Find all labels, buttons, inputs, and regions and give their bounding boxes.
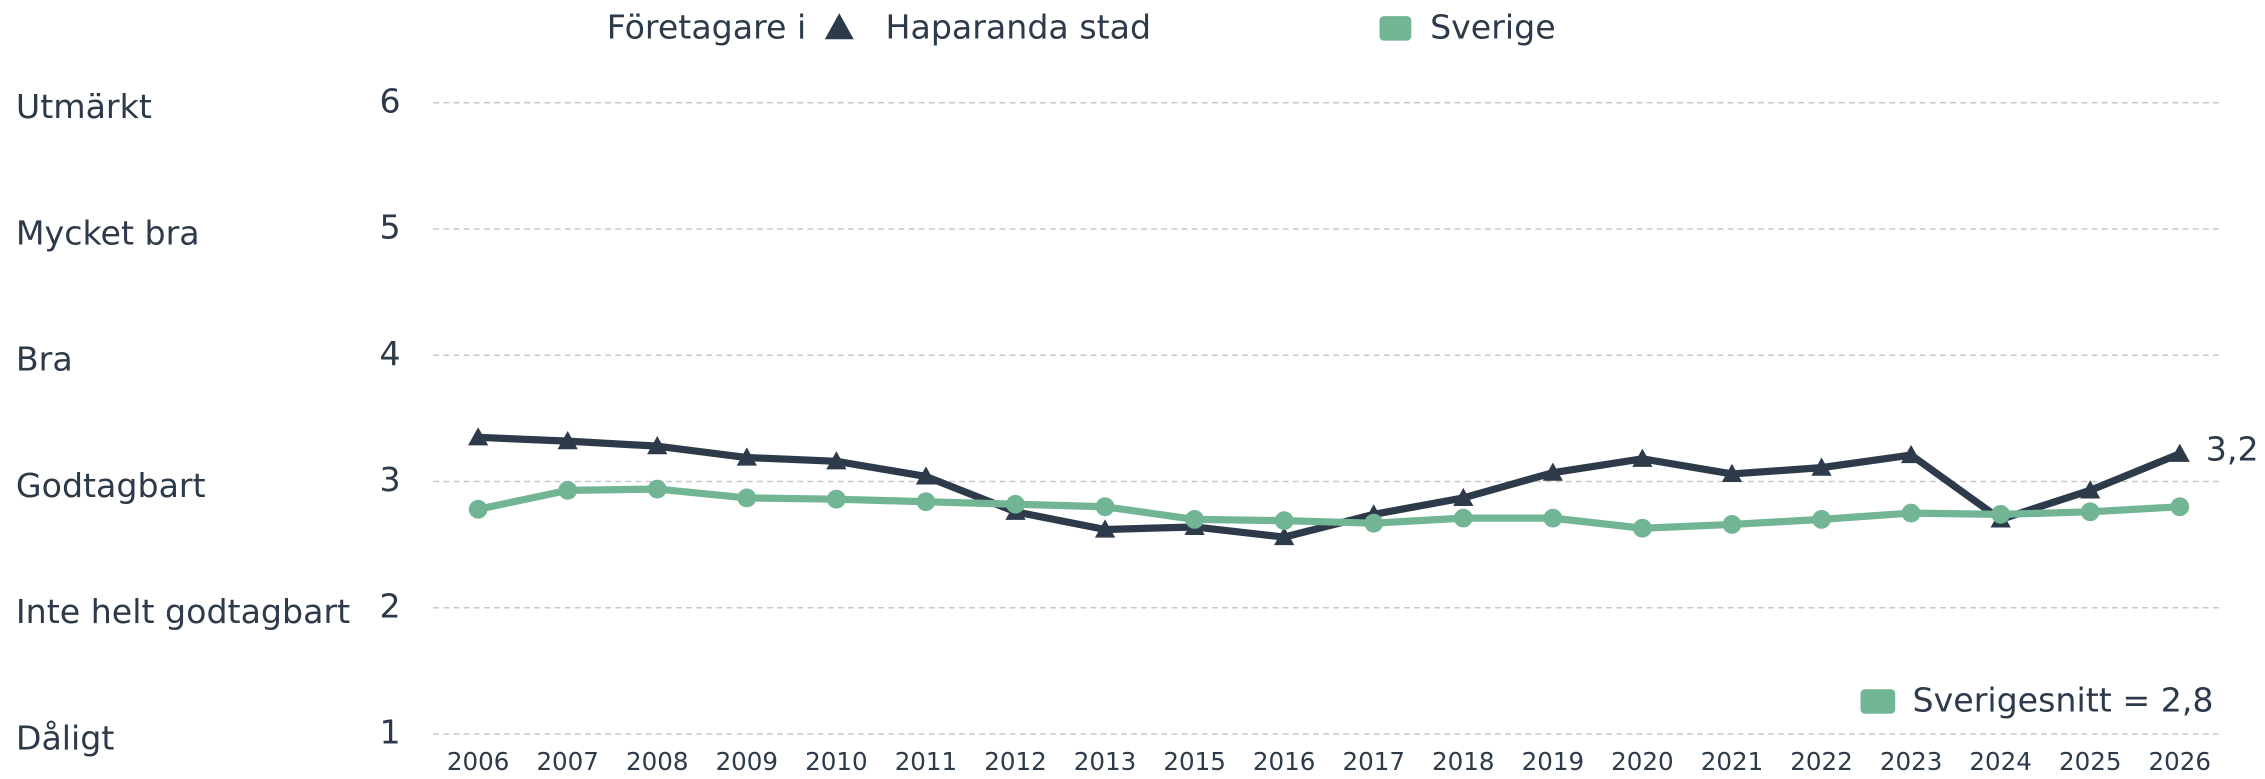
y-tick-name: Inte helt godtagbart [16,592,350,631]
legend-label: Haparanda stad [885,8,1151,47]
point [1364,513,1384,533]
legend-marker [1379,16,1412,41]
point [558,480,578,500]
point [1900,444,1922,464]
y-tick-name: Utmärkt [16,87,152,126]
x-tick-label: 2025 [2059,747,2121,776]
point [916,492,936,512]
point [647,436,668,455]
point [826,451,847,470]
point [1095,497,1115,517]
point [1722,515,1742,534]
point [2080,480,2101,499]
point [1633,518,1652,538]
point [1453,508,1473,528]
point [1094,519,1116,538]
x-tick-label: 2020 [1611,747,1673,776]
point [1543,508,1563,528]
point [2080,502,2100,522]
annotation: Sverigesnitt = 2,8 [1913,681,2214,720]
point [1542,462,1563,481]
legend-label: Sverige [1430,8,1556,47]
point [1006,494,1025,514]
x-tick-label: 2009 [716,747,778,776]
point [1991,504,2011,524]
point [826,489,846,509]
point [1453,487,1474,507]
x-tick-label: 2016 [1253,747,1315,776]
point [1721,463,1743,483]
x-tick-label: 2015 [1163,747,1225,776]
series-line [477,485,2180,532]
y-tick-name: Godtagbart [16,466,206,505]
point [2169,443,2190,462]
x-tick-label: 2018 [1432,747,1494,776]
point [557,431,578,450]
legend-title: Företagare i [607,8,807,47]
y-tick-label: 3 [379,460,400,499]
y-tick-label: 1 [379,713,400,752]
x-tick-label: 2006 [447,747,509,776]
point [736,447,757,466]
point [1274,526,1295,546]
series-line [477,433,2182,541]
y-tick-label: 4 [379,334,400,373]
x-tick-label: 2007 [536,747,598,776]
y-tick-name: Dåligt [16,718,115,757]
point [737,488,757,508]
point [647,479,667,499]
point [468,427,489,446]
y-tick-name: Bra [16,340,73,379]
point [468,499,488,519]
x-tick-label: 2011 [895,747,957,776]
x-tick-label: 2008 [626,747,688,776]
x-tick-label: 2022 [1790,747,1852,776]
point [915,466,937,485]
x-tick-label: 2021 [1701,747,1763,776]
x-tick-label: 2010 [805,747,867,776]
point [2170,497,2190,517]
point [1901,503,1921,523]
annotation-marker [1860,689,1896,714]
x-tick-label: 2019 [1522,747,1584,776]
point [1812,510,1831,529]
x-tick-label: 2026 [2149,747,2211,776]
point [1274,511,1294,531]
legend-marker [824,13,854,40]
y-tick-label: 5 [379,208,400,247]
y-tick-label: 2 [379,586,400,625]
x-tick-label: 2013 [1074,747,1136,776]
point [1811,457,1832,476]
point [1632,448,1653,467]
point [1185,510,1205,529]
y-tick-name: Mycket bra [16,213,200,252]
y-tick-label: 6 [379,81,400,120]
value-label: 3,2 [2206,429,2259,468]
x-tick-label: 2012 [984,747,1046,776]
x-tick-label: 2024 [1969,747,2031,776]
x-tick-label: 2023 [1880,747,1942,776]
x-tick-label: 2017 [1342,747,1404,776]
